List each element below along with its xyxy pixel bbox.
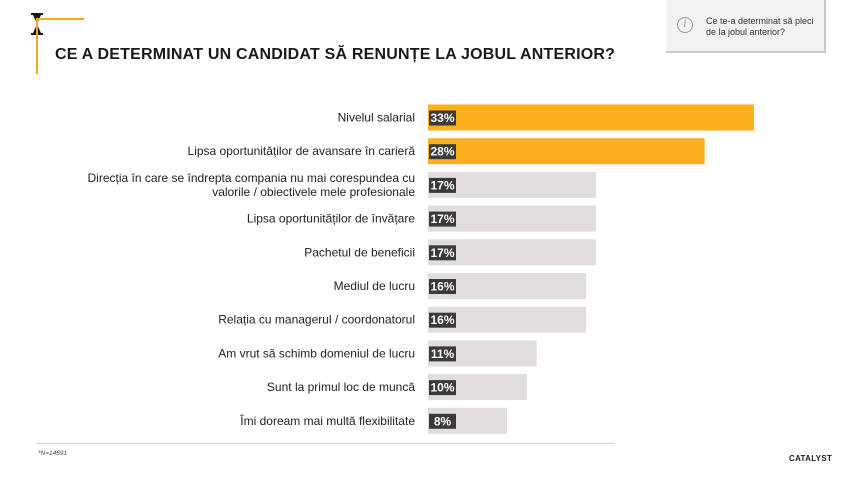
value-label: 16% <box>430 280 454 294</box>
sample-size-note: *N=14691 <box>38 450 68 457</box>
info-text: Ce te-a determinat să pleci de la jobul … <box>706 16 814 37</box>
title-frame-corner <box>36 72 38 74</box>
value-label-bg <box>429 177 456 193</box>
page-title: CE A DETERMINAT UN CANDIDAT SĂ RENUNȚE L… <box>55 46 616 63</box>
category-label: Sunt la primul loc de muncă <box>267 380 415 394</box>
category-label: Mediul de lucru <box>334 279 415 293</box>
value-label: 16% <box>430 313 454 327</box>
value-label: 28% <box>430 145 454 159</box>
category-label: Am vrut să schimb domeniul de lucru <box>218 346 415 360</box>
category-label: Pachetul de beneficii <box>304 245 415 259</box>
value-label: 8% <box>434 414 452 428</box>
bar <box>428 104 755 131</box>
catalyst-logo: CATALYST <box>789 454 833 463</box>
info-icon: i <box>677 17 693 33</box>
value-label-bg <box>429 245 456 261</box>
category-label: Îmi doream mai multă flexibilitate <box>239 413 415 428</box>
category-label: valorile / obiectivele mele profesionale <box>212 185 415 199</box>
bar <box>428 138 705 165</box>
value-label-bg <box>429 346 456 362</box>
value-label: 17% <box>430 246 454 260</box>
value-label: 17% <box>430 212 454 226</box>
value-label-bg <box>429 413 456 429</box>
title-frame <box>36 18 84 74</box>
value-label-bg <box>429 380 456 396</box>
value-label: 33% <box>430 111 454 125</box>
info-box: i Ce te-a determinat să pleci de la jobu… <box>666 0 826 53</box>
category-label: Lipsa oportunităților de învățare <box>247 212 415 226</box>
category-label: Lipsa oportunităților de avansare în car… <box>188 144 416 158</box>
value-label: 10% <box>430 381 454 395</box>
category-label: Nivelul salarial <box>338 111 415 125</box>
category-label: Relația cu managerul / coordonatorul <box>218 313 415 327</box>
value-label-bg <box>429 312 456 328</box>
value-label-bg <box>429 144 456 160</box>
value-label-bg <box>429 279 456 294</box>
category-label: Direcția în care se îndrepta compania nu… <box>87 171 415 185</box>
value-label: 17% <box>430 178 454 192</box>
value-label-bg <box>429 110 456 126</box>
value-label-bg <box>429 211 456 227</box>
value-label: 11% <box>431 347 455 361</box>
